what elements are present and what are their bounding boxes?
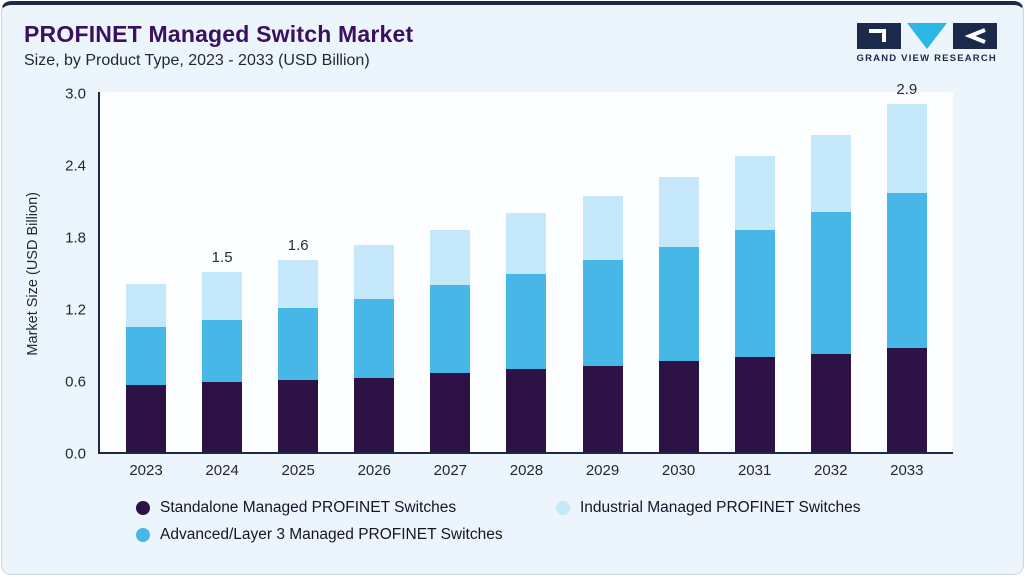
bar-segment: [658, 247, 699, 361]
bar-2025: 1.6: [278, 238, 319, 452]
y-tick-label: 3.0: [65, 85, 86, 103]
bar-segment: [278, 308, 319, 380]
bar-segment: [810, 135, 851, 212]
y-axis-label-column: Market Size (USD Billion): [20, 94, 46, 454]
x-tick-label: 2028: [509, 462, 544, 479]
x-tick-label: 2030: [661, 462, 696, 479]
bar-segment: [126, 327, 167, 385]
bar-segment: [202, 382, 243, 452]
bar-segment: [582, 366, 623, 452]
legend-label: Standalone Managed PROFINET Switches: [160, 499, 457, 516]
legend-dot-advanced-icon: [136, 528, 150, 542]
legend-label: Industrial Managed PROFINET Switches: [580, 499, 861, 516]
bar-segment: [506, 213, 547, 274]
chart-area: Market Size (USD Billion) 0.0 0.6 1.2 1.8 2.…: [2, 76, 1023, 462]
x-tick-label: 2023: [129, 462, 163, 479]
bar-segment: [658, 361, 699, 452]
page-title: PROFINET Managed Switch Market: [24, 21, 414, 47]
x-axis-ticks: 2023 2024 2025 2026 2027 2028 2029 2030 2031 2032…: [100, 462, 953, 479]
x-tick-label: 2026: [357, 462, 391, 479]
legend-item-advanced: Advanced/Layer 3 Managed PROFINET Switch…: [136, 526, 556, 544]
y-tick-label: 1.2: [65, 301, 86, 319]
bar-value-label: 1.5: [211, 249, 233, 266]
header: PROFINET Managed Switch Market Size, by …: [2, 5, 1023, 76]
bar-segment: [506, 274, 547, 369]
x-tick-label: 2031: [737, 462, 772, 479]
legend-label: Advanced/Layer 3 Managed PROFINET Switch…: [160, 526, 503, 543]
bar-segment: [278, 380, 319, 452]
bar-2033: 2.9: [886, 82, 927, 452]
y-axis-label: Market Size (USD Billion): [25, 192, 41, 356]
bar-segment: [506, 369, 547, 452]
bar-2023: [126, 284, 167, 452]
bar-value-label: 1.6: [287, 237, 309, 254]
bar-segment: [886, 193, 927, 348]
bar-segment: [734, 156, 775, 230]
logo-text: GRAND VIEW RESEARCH: [856, 53, 997, 64]
legend-item-standalone: Standalone Managed PROFINET Switches: [136, 499, 556, 517]
bar-segment: [430, 373, 471, 452]
bar-segment: [810, 354, 851, 452]
bar-segment: [582, 260, 623, 366]
title-block: PROFINET Managed Switch Market Size, by …: [24, 21, 413, 70]
legend-item-industrial: Industrial Managed PROFINET Switches: [556, 499, 861, 517]
page-subtitle: Size, by Product Type, 2023 - 2033 (USD …: [24, 52, 370, 69]
bar-segment: [430, 285, 471, 373]
bar-segment: [202, 272, 243, 320]
bar-2030: [658, 177, 699, 452]
x-tick-label: 2024: [205, 462, 239, 479]
x-tick-label: 2029: [585, 462, 620, 479]
x-tick-label: 2027: [433, 462, 468, 479]
bar-2024: 1.5: [202, 250, 243, 452]
bar-segment: [354, 299, 395, 378]
x-tick-label: 2032: [814, 462, 848, 479]
plot-area: 1.5 1.6 2.9: [98, 82, 953, 454]
x-tick-label: 2033: [890, 462, 924, 479]
bar-segment: [582, 196, 623, 260]
legend-dot-industrial-icon: [556, 501, 570, 515]
bar-segment: [810, 212, 851, 354]
bar-segment: [886, 104, 927, 193]
bar-2028: [506, 213, 547, 452]
y-axis-ticks: 0.0 0.6 1.2 1.8 2.4 3.0: [46, 87, 98, 462]
bar-2031: [734, 156, 775, 452]
bar-segment: [126, 284, 167, 327]
y-tick-label: 0.0: [65, 445, 86, 463]
y-tick-label: 1.8: [65, 229, 86, 247]
bar-segment: [278, 260, 319, 308]
bar-2032: [810, 135, 851, 452]
bar-2029: [582, 196, 623, 452]
bar-2027: [430, 230, 471, 452]
bar-value-label: 2.9: [896, 81, 918, 98]
bar-segment: [658, 177, 699, 247]
logo-mark: [856, 23, 997, 49]
bar-segment: [202, 320, 243, 382]
bar-segment: [354, 378, 395, 452]
bar-segment: [126, 385, 167, 452]
bar-2026: [354, 245, 395, 452]
bar-segment: [886, 348, 927, 452]
bar-segment: [430, 230, 471, 285]
x-tick-label: 2025: [281, 462, 315, 479]
grand-view-research-logo: GRAND VIEW RESEARCH: [856, 21, 997, 64]
bar-segment: [734, 357, 775, 452]
y-tick-label: 0.6: [65, 373, 86, 391]
bar-segment: [354, 245, 395, 299]
legend: Standalone Managed PROFINET Switches Ind…: [2, 479, 1023, 560]
bar-segment: [734, 230, 775, 357]
legend-dot-standalone-icon: [136, 501, 150, 515]
y-tick-label: 2.4: [65, 157, 86, 175]
